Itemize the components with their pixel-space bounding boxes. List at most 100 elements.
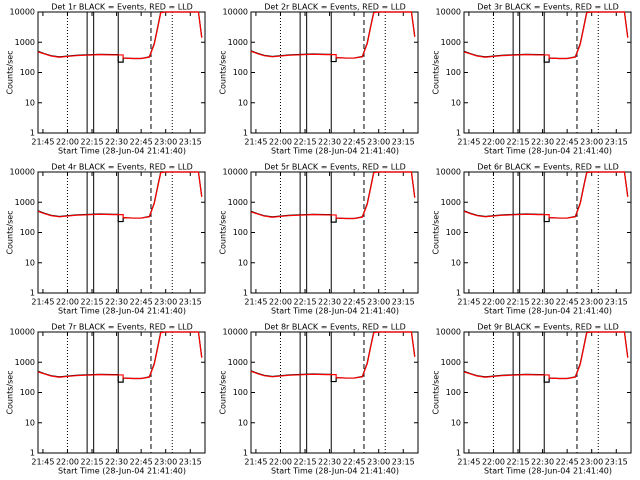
y-axis-label: Counts/sec [432, 370, 441, 414]
y-tick-label: 10 [238, 258, 248, 267]
x-tick-label: 21:45 [457, 298, 480, 307]
y-tick-label: 1000 [441, 38, 461, 47]
panel: Det 8r BLACK = Events, RED = LLD Start Ti… [219, 323, 419, 476]
y-tick-label: 1 [456, 289, 461, 298]
y-tick-label: 10000 [10, 328, 35, 337]
x-tick-label: 23:15 [392, 298, 415, 307]
chart-title: Det 6r BLACK = Events, RED = LLD [477, 163, 619, 172]
x-tick-label: 22:00 [269, 298, 292, 307]
x-tick-label: 22:00 [482, 298, 505, 307]
x-tick-label: 23:15 [605, 458, 628, 467]
series-line [463, 171, 629, 219]
x-tick-label: 23:00 [154, 138, 177, 147]
plot-frame [463, 171, 632, 294]
chart-title: Det 3r BLACK = Events, RED = LLD [477, 3, 619, 12]
y-tick-label: 100 [446, 228, 461, 237]
x-axis-label: Start Time (28-Jun-04 21:41:40) [484, 467, 612, 476]
plot-frame [37, 171, 206, 294]
y-tick-label: 10000 [10, 8, 35, 17]
x-tick-label: 23:15 [392, 458, 415, 467]
x-tick-label: 22:15 [293, 458, 316, 467]
series-line [463, 331, 629, 380]
y-tick-label: 10 [451, 98, 461, 107]
x-tick-label: 22:30 [531, 458, 554, 467]
x-axis-label: Start Time (28-Jun-04 21:41:40) [271, 467, 399, 476]
chart-title: Det 2r BLACK = Events, RED = LLD [264, 3, 406, 12]
panel: Det 7r BLACK = Events, RED = LLD Start Ti… [6, 323, 206, 476]
y-tick-label: 100 [233, 388, 248, 397]
y-tick-label: 10000 [436, 168, 461, 177]
panel: Det 9r BLACK = Events, RED = LLD Start Ti… [432, 323, 632, 476]
x-tick-label: 22:45 [343, 138, 366, 147]
y-tick-label: 10 [238, 418, 248, 427]
x-tick-label: 22:45 [130, 458, 153, 467]
series-line [250, 11, 416, 59]
x-tick-label: 22:15 [506, 458, 529, 467]
y-axis-label: Counts/sec [219, 210, 228, 254]
y-tick-label: 1 [30, 289, 35, 298]
y-axis-label: Counts/sec [6, 370, 15, 414]
panel: Det 3r BLACK = Events, RED = LLD Start Ti… [432, 3, 632, 156]
y-tick-label: 1000 [228, 38, 248, 47]
y-tick-label: 10000 [223, 328, 248, 337]
y-tick-label: 100 [233, 228, 248, 237]
plot-frame [37, 331, 206, 454]
x-tick-label: 22:00 [482, 138, 505, 147]
y-tick-label: 1 [30, 449, 35, 458]
x-tick-label: 21:45 [31, 138, 54, 147]
y-tick-label: 10 [25, 418, 35, 427]
chart-title: Det 5r BLACK = Events, RED = LLD [264, 163, 406, 172]
y-tick-label: 10 [25, 98, 35, 107]
y-tick-label: 100 [233, 68, 248, 77]
y-axis-label: Counts/sec [219, 370, 228, 414]
y-tick-label: 10000 [436, 8, 461, 17]
series-line [37, 11, 203, 60]
y-tick-label: 10 [451, 418, 461, 427]
y-tick-label: 1 [30, 129, 35, 138]
x-tick-label: 22:30 [105, 298, 128, 307]
x-tick-label: 21:45 [457, 458, 480, 467]
y-tick-label: 1 [456, 129, 461, 138]
x-axis-label: Start Time (28-Jun-04 21:41:40) [484, 147, 612, 156]
x-tick-label: 21:45 [244, 298, 267, 307]
x-tick-label: 22:00 [56, 458, 79, 467]
x-tick-label: 21:45 [31, 458, 54, 467]
x-tick-label: 23:15 [179, 298, 202, 307]
panel: Det 5r BLACK = Events, RED = LLD Start Ti… [219, 163, 419, 316]
panel: Det 6r BLACK = Events, RED = LLD Start Ti… [432, 163, 632, 316]
y-axis-label: Counts/sec [6, 210, 15, 254]
x-tick-label: 23:15 [179, 138, 202, 147]
x-tick-label: 22:15 [293, 138, 316, 147]
chart-title: Det 9r BLACK = Events, RED = LLD [477, 323, 619, 332]
x-axis-label: Start Time (28-Jun-04 21:41:40) [58, 147, 186, 156]
y-tick-label: 1000 [15, 358, 35, 367]
y-tick-label: 1000 [15, 198, 35, 207]
plot-frame [250, 171, 419, 294]
x-tick-label: 22:15 [80, 298, 103, 307]
series-line [250, 171, 416, 220]
x-tick-label: 22:15 [80, 138, 103, 147]
x-tick-label: 22:45 [556, 458, 579, 467]
x-tick-label: 23:00 [580, 138, 603, 147]
x-tick-label: 22:15 [293, 298, 316, 307]
y-tick-label: 10 [238, 98, 248, 107]
chart-title: Det 8r BLACK = Events, RED = LLD [264, 323, 406, 332]
y-tick-label: 100 [20, 388, 35, 397]
x-tick-label: 23:00 [367, 458, 390, 467]
x-tick-label: 22:45 [130, 138, 153, 147]
y-tick-label: 10 [25, 258, 35, 267]
y-tick-label: 1 [243, 289, 248, 298]
x-tick-label: 23:15 [179, 458, 202, 467]
x-tick-label: 22:30 [531, 298, 554, 307]
y-tick-label: 1 [456, 449, 461, 458]
y-tick-label: 1000 [441, 198, 461, 207]
x-tick-label: 22:00 [56, 298, 79, 307]
y-tick-label: 1000 [228, 358, 248, 367]
x-tick-label: 23:00 [367, 138, 390, 147]
y-tick-label: 10000 [10, 168, 35, 177]
x-tick-label: 22:30 [105, 138, 128, 147]
y-axis-label: Counts/sec [6, 50, 15, 94]
x-axis-label: Start Time (28-Jun-04 21:41:40) [58, 467, 186, 476]
plot-frame [37, 11, 206, 134]
